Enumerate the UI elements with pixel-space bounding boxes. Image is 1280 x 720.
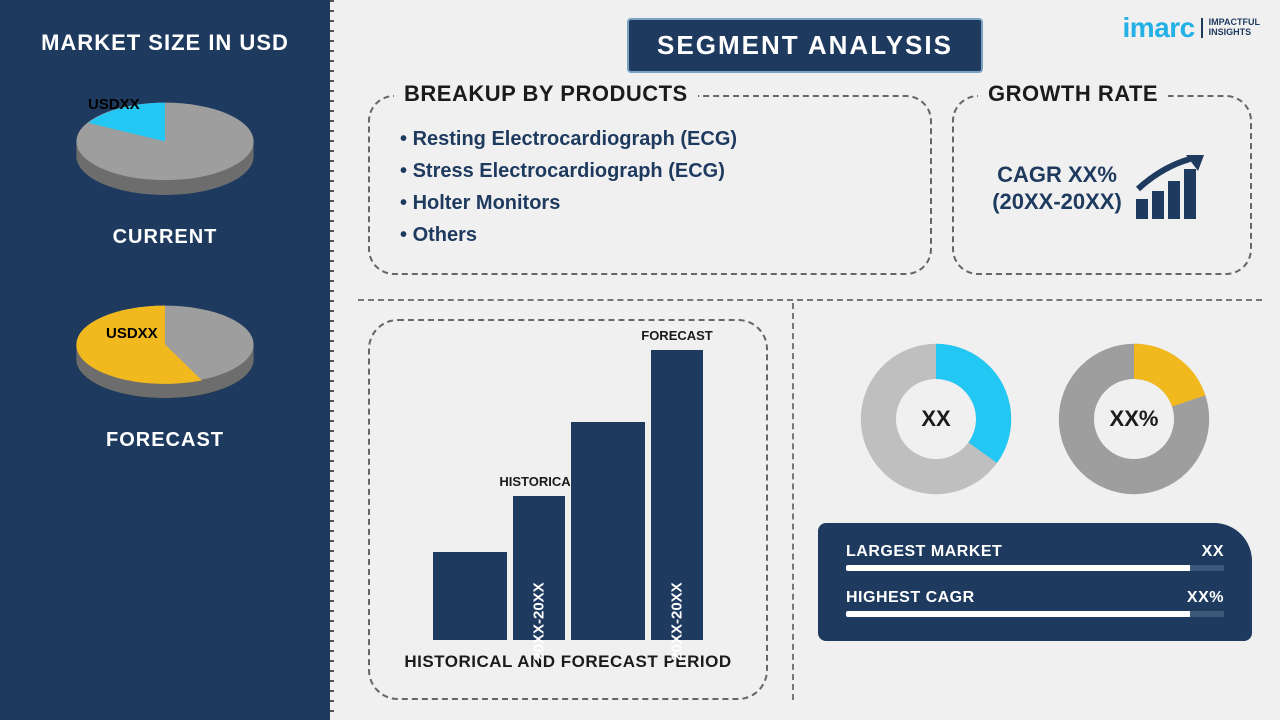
market-size-title: MARKET SIZE IN USD xyxy=(41,30,289,56)
growth-title: GROWTH RATE xyxy=(978,81,1168,107)
bar-1: HISTORICAL 20XX-20XX xyxy=(513,496,565,640)
bar-2 xyxy=(571,422,645,640)
pie-current-caption: CURRENT xyxy=(113,226,218,249)
list-item: Resting Electrocardiograph (ECG) xyxy=(400,123,906,155)
growth-card: GROWTH RATE CAGR XX% (20XX-20XX) xyxy=(952,95,1252,275)
logo: imarc IMPACTFULINSIGHTS xyxy=(1122,12,1260,44)
stat-value: XX% xyxy=(1187,589,1224,607)
left-panel: MARKET SIZE IN USD USDXX CURRENT USDXX F… xyxy=(0,0,330,720)
bar-chart: HISTORICAL 20XX-20XX FORECAST 20XX-20XX xyxy=(408,345,728,640)
pie-current-label: USDXX xyxy=(88,96,140,113)
donut-xxpct: XX% xyxy=(1054,339,1214,499)
donut-center: XX xyxy=(856,339,1016,499)
products-card: BREAKUP BY PRODUCTS Resting Electrocardi… xyxy=(368,95,932,275)
pie-forecast-label: USDXX xyxy=(106,325,158,342)
list-item: Others xyxy=(400,219,906,251)
donut-center: XX% xyxy=(1054,339,1214,499)
pie-forecast-caption: FORECAST xyxy=(106,429,224,452)
brand-tagline: IMPACTFULINSIGHTS xyxy=(1201,18,1260,38)
bar-3: FORECAST 20XX-20XX xyxy=(651,350,703,640)
growth-chart-icon xyxy=(1132,153,1212,223)
bar-0 xyxy=(433,552,507,640)
historical-forecast-card: HISTORICAL 20XX-20XX FORECAST 20XX-20XX … xyxy=(368,319,768,700)
right-block: XX XX% LARGEST MARKET XX HIGHEST C xyxy=(818,319,1252,700)
pie-forecast: USDXX FORECAST xyxy=(35,289,295,452)
products-title: BREAKUP BY PRODUCTS xyxy=(394,81,698,107)
bar-top-label: FORECAST xyxy=(641,328,713,343)
segment-analysis-banner: SEGMENT ANALYSIS xyxy=(627,18,983,73)
stat-box: LARGEST MARKET XX HIGHEST CAGR XX% xyxy=(818,523,1252,641)
growth-line2: (20XX-20XX) xyxy=(992,188,1122,216)
growth-line1: CAGR XX% xyxy=(992,161,1122,189)
bar-top-label: HISTORICAL xyxy=(499,474,578,489)
pie-current: USDXX CURRENT xyxy=(35,86,295,249)
brand-name: imarc xyxy=(1122,12,1194,44)
stat-value: XX xyxy=(1202,543,1224,561)
list-item: Holter Monitors xyxy=(400,187,906,219)
stat-label: HIGHEST CAGR xyxy=(846,589,975,607)
products-list: Resting Electrocardiograph (ECG) Stress … xyxy=(394,113,906,257)
vertical-separator xyxy=(792,303,794,700)
bar-period-label: 20XX-20XX xyxy=(531,582,548,660)
donut-xx: XX xyxy=(856,339,1016,499)
stat-bar xyxy=(846,611,1224,617)
stat-label: LARGEST MARKET xyxy=(846,543,1002,561)
bar-period-label: 20XX-20XX xyxy=(669,582,686,660)
list-item: Stress Electrocardiograph (ECG) xyxy=(400,155,906,187)
right-panel: imarc IMPACTFULINSIGHTS SEGMENT ANALYSIS… xyxy=(330,0,1280,720)
stat-bar xyxy=(846,565,1224,571)
